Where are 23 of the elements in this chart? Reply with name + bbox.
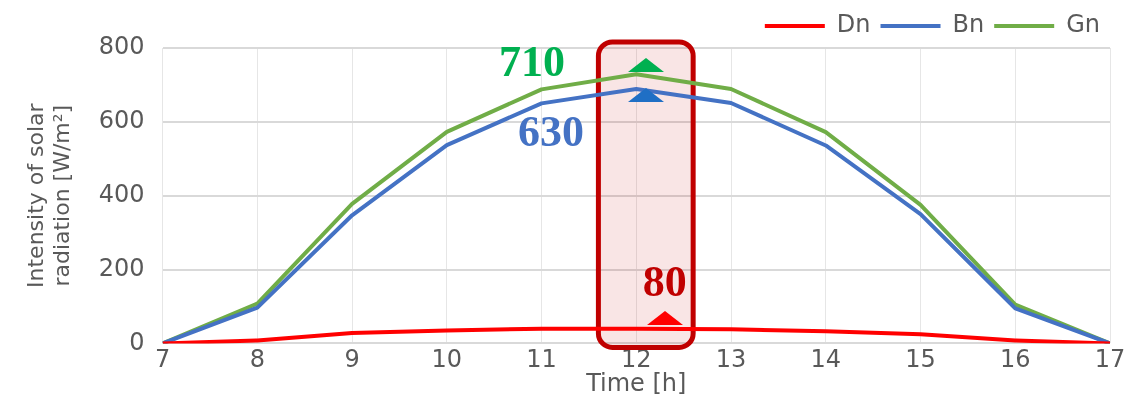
y-tick-label: 800 <box>98 32 145 61</box>
x-axis-title: Time [h] <box>585 368 687 397</box>
x-tick-label: 17 <box>1094 345 1126 374</box>
y-tick-label: 200 <box>98 253 145 282</box>
annotation: 80 <box>642 256 687 306</box>
x-tick-label: 9 <box>344 345 360 374</box>
legend-label: Bn <box>952 10 985 39</box>
x-tick-label: 14 <box>810 345 842 374</box>
legend-label: Dn <box>836 10 871 39</box>
annotation: 710 <box>499 36 566 86</box>
x-tick-label: 15 <box>905 345 936 374</box>
x-tick-label: 11 <box>526 345 557 374</box>
y-tick-label: 0 <box>129 327 145 356</box>
x-tick-label: 7 <box>154 345 171 374</box>
x-tick-label: 13 <box>715 345 747 374</box>
x-tick-label: 8 <box>249 345 265 374</box>
x-tick-label: 16 <box>999 345 1031 374</box>
annotation: 630 <box>518 107 585 157</box>
y-axis-title: Intensity of solar radiation [W/m²] <box>22 102 75 288</box>
x-tick-label: 10 <box>431 345 463 374</box>
legend-label: Gn <box>1066 10 1100 39</box>
y-tick-label: 400 <box>98 179 145 208</box>
y-tick-label: 600 <box>98 106 145 135</box>
